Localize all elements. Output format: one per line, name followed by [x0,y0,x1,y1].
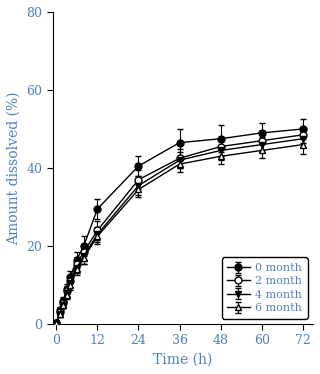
X-axis label: Time (h): Time (h) [153,353,213,367]
Y-axis label: Amount dissolved (%): Amount dissolved (%) [7,91,21,245]
Legend: 0 month, 2 month, 4 month, 6 month: 0 month, 2 month, 4 month, 6 month [222,257,308,319]
